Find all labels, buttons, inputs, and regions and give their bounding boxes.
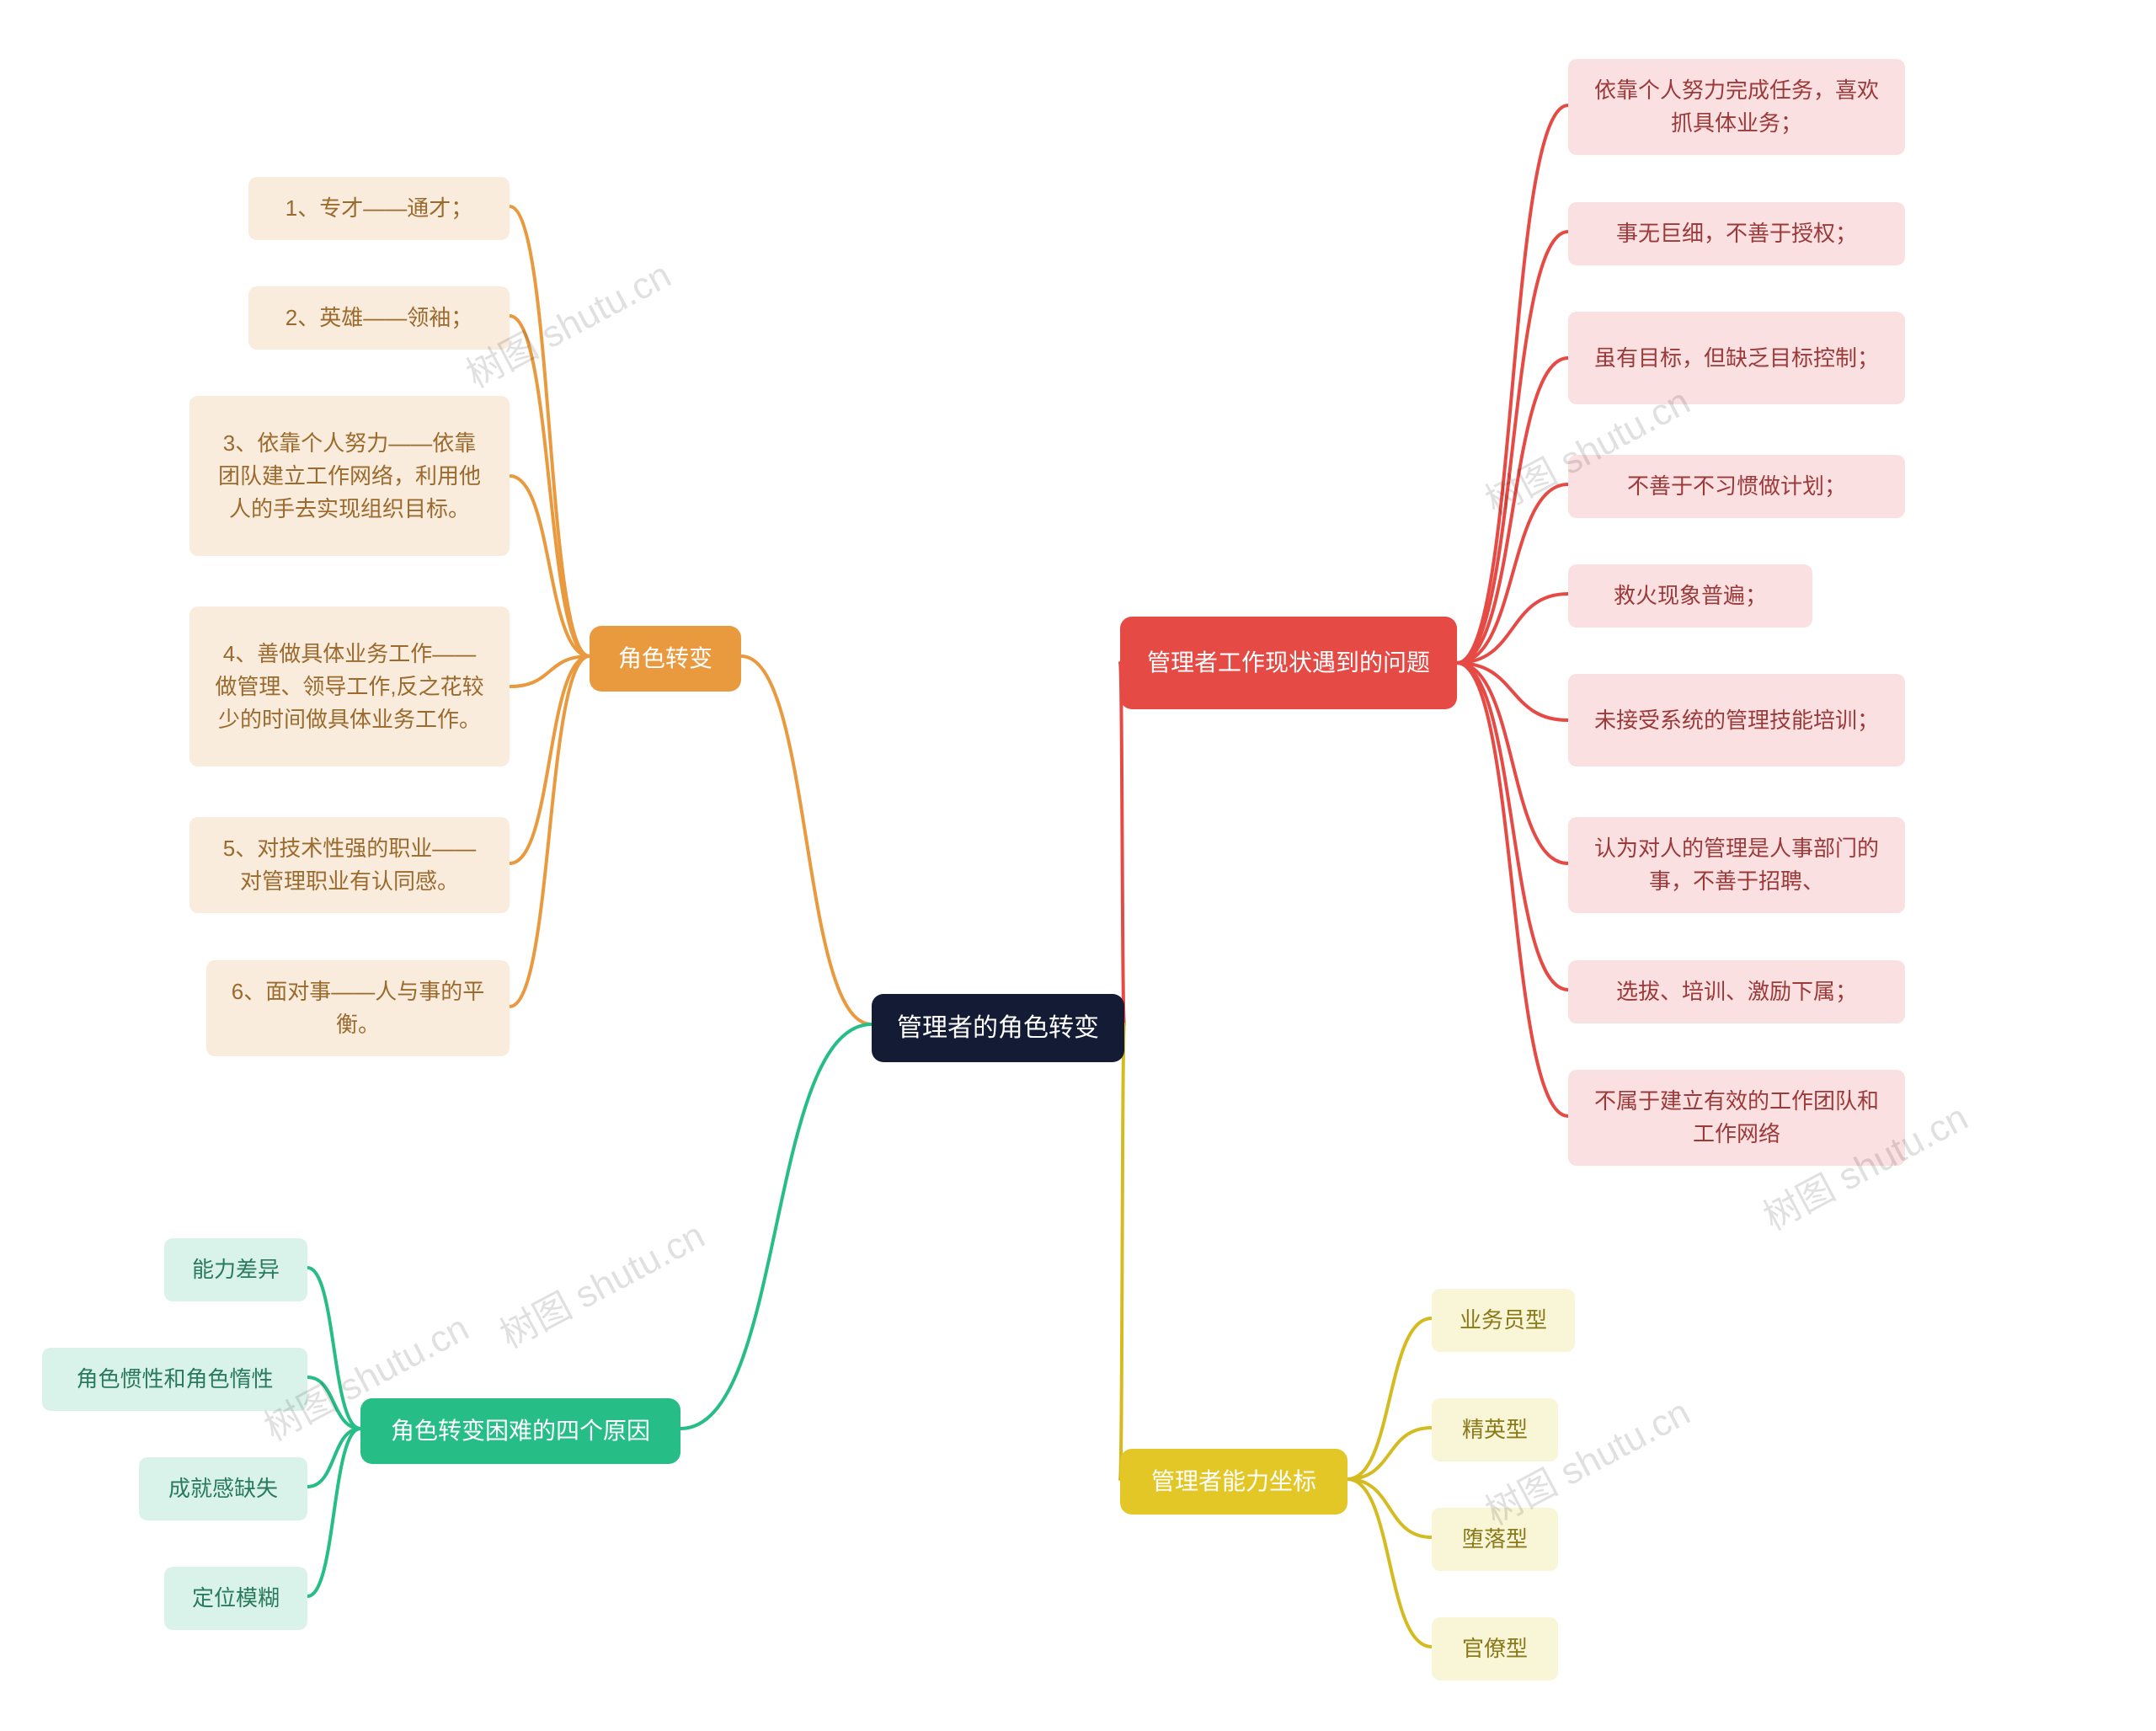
leaf-node: 不属于建立有效的工作团队和工作网络 <box>1568 1070 1905 1166</box>
leaf-node: 不善于不习惯做计划； <box>1568 455 1905 518</box>
branch-node: 管理者能力坐标 <box>1120 1449 1348 1515</box>
leaf-node: 4、善做具体业务工作——做管理、领导工作,反之花较少的时间做具体业务工作。 <box>189 606 510 767</box>
leaf-node: 角色惯性和角色惰性 <box>42 1348 307 1411</box>
leaf-node: 定位模糊 <box>164 1567 307 1630</box>
leaf-node: 未接受系统的管理技能培训； <box>1568 674 1905 767</box>
branch-node: 角色转变 <box>590 626 741 692</box>
leaf-node: 官僚型 <box>1432 1617 1558 1680</box>
leaf-node: 2、英雄——领袖； <box>248 286 510 350</box>
leaf-node: 3、依靠个人努力——依靠团队建立工作网络，利用他人的手去实现组织目标。 <box>189 396 510 556</box>
leaf-node: 6、面对事——人与事的平衡。 <box>206 960 510 1056</box>
leaf-node: 精英型 <box>1432 1398 1558 1461</box>
leaf-node: 业务员型 <box>1432 1289 1575 1352</box>
branch-node: 角色转变困难的四个原因 <box>360 1398 680 1464</box>
leaf-node: 虽有目标，但缺乏目标控制； <box>1568 312 1905 404</box>
leaf-node: 事无巨细，不善于授权； <box>1568 202 1905 265</box>
branch-node: 管理者工作现状遇到的问题 <box>1120 617 1457 709</box>
watermark: 树图 shutu.cn <box>489 1205 712 1359</box>
leaf-node: 成就感缺失 <box>139 1457 307 1520</box>
leaf-node: 依靠个人努力完成任务，喜欢抓具体业务； <box>1568 59 1905 155</box>
leaf-node: 救火现象普遍； <box>1568 564 1812 628</box>
leaf-node: 能力差异 <box>164 1238 307 1301</box>
leaf-node: 认为对人的管理是人事部门的事，不善于招聘、 <box>1568 817 1905 913</box>
leaf-node: 1、专才——通才； <box>248 177 510 240</box>
leaf-node: 5、对技术性强的职业——对管理职业有认同感。 <box>189 817 510 913</box>
root-node: 管理者的角色转变 <box>872 994 1124 1062</box>
leaf-node: 选拔、培训、激励下属； <box>1568 960 1905 1023</box>
leaf-node: 堕落型 <box>1432 1508 1558 1571</box>
